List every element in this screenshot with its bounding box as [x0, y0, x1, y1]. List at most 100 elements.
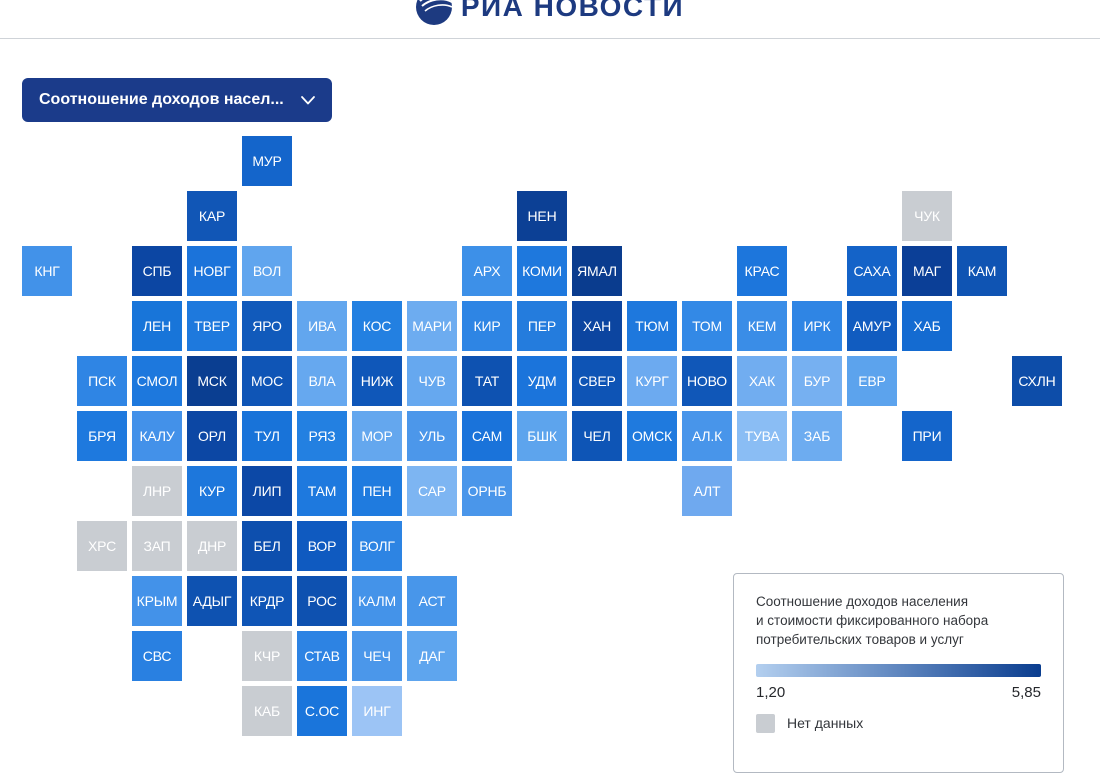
region-tile-АЛТ[interactable]: АЛТ	[682, 466, 732, 516]
region-tile-КЧР[interactable]: КЧР	[242, 631, 292, 681]
region-tile-БРЯ[interactable]: БРЯ	[77, 411, 127, 461]
region-tile-ЛЕН[interactable]: ЛЕН	[132, 301, 182, 351]
region-tile-НИЖ[interactable]: НИЖ	[352, 356, 402, 406]
chevron-down-icon	[301, 96, 315, 105]
region-tile-ВОЛ[interactable]: ВОЛ	[242, 246, 292, 296]
region-tile-АМУР[interactable]: АМУР	[847, 301, 897, 351]
legend-max-value: 5,85	[1011, 683, 1041, 701]
legend-title: Соотношение доходов населения и стоимост…	[756, 593, 1041, 650]
region-tile-ЛИП[interactable]: ЛИП	[242, 466, 292, 516]
region-tile-ПЕН[interactable]: ПЕН	[352, 466, 402, 516]
region-tile-КНГ[interactable]: КНГ	[22, 246, 72, 296]
region-tile-ЧУВ[interactable]: ЧУВ	[407, 356, 457, 406]
region-tile-НОВО[interactable]: НОВО	[682, 356, 732, 406]
region-tile-ХАБ[interactable]: ХАБ	[902, 301, 952, 351]
region-tile-КАБ[interactable]: КАБ	[242, 686, 292, 736]
region-tile-ТОМ[interactable]: ТОМ	[682, 301, 732, 351]
region-tile-ХАН[interactable]: ХАН	[572, 301, 622, 351]
region-tile-ЛНР[interactable]: ЛНР	[132, 466, 182, 516]
region-tile-КЕМ[interactable]: КЕМ	[737, 301, 787, 351]
legend-title-line1: Соотношение доходов населения	[756, 594, 969, 609]
region-tile-ПСК[interactable]: ПСК	[77, 356, 127, 406]
region-tile-ТАМ[interactable]: ТАМ	[297, 466, 347, 516]
region-tile-ЧЕЧ[interactable]: ЧЕЧ	[352, 631, 402, 681]
region-tile-ВОР[interactable]: ВОР	[297, 521, 347, 571]
region-tile-КУРГ[interactable]: КУРГ	[627, 356, 677, 406]
region-tile-МСК[interactable]: МСК	[187, 356, 237, 406]
region-tile-ПЕР[interactable]: ПЕР	[517, 301, 567, 351]
logo-text: РИА НОВОСТИ	[460, 0, 685, 22]
region-tile-КРЫМ[interactable]: КРЫМ	[132, 576, 182, 626]
region-tile-СВЕР[interactable]: СВЕР	[572, 356, 622, 406]
region-tile-АРХ[interactable]: АРХ	[462, 246, 512, 296]
region-tile-НЕН[interactable]: НЕН	[517, 191, 567, 241]
region-tile-КАР[interactable]: КАР	[187, 191, 237, 241]
region-tile-КИР[interactable]: КИР	[462, 301, 512, 351]
region-tile-ЗАП[interactable]: ЗАП	[132, 521, 182, 571]
region-tile-БУР[interactable]: БУР	[792, 356, 842, 406]
region-tile-ХРС[interactable]: ХРС	[77, 521, 127, 571]
region-tile-С.ОС[interactable]: С.ОС	[297, 686, 347, 736]
region-tile-БЕЛ[interactable]: БЕЛ	[242, 521, 292, 571]
region-tile-ТУЛ[interactable]: ТУЛ	[242, 411, 292, 461]
region-tile-МАГ[interactable]: МАГ	[902, 246, 952, 296]
region-tile-РЯЗ[interactable]: РЯЗ	[297, 411, 347, 461]
region-tile-СХЛН[interactable]: СХЛН	[1012, 356, 1062, 406]
metric-dropdown[interactable]: Соотношение доходов насел...	[22, 78, 332, 122]
region-tile-САХА[interactable]: САХА	[847, 246, 897, 296]
region-tile-КУР[interactable]: КУР	[187, 466, 237, 516]
region-tile-ЗАБ[interactable]: ЗАБ	[792, 411, 842, 461]
region-tile-ОРЛ[interactable]: ОРЛ	[187, 411, 237, 461]
region-tile-ВОЛГ[interactable]: ВОЛГ	[352, 521, 402, 571]
region-tile-ЯМАЛ[interactable]: ЯМАЛ	[572, 246, 622, 296]
region-tile-ЯРО[interactable]: ЯРО	[242, 301, 292, 351]
region-tile-ДАГ[interactable]: ДАГ	[407, 631, 457, 681]
no-data-label: Нет данных	[787, 715, 864, 732]
region-tile-УЛЬ[interactable]: УЛЬ	[407, 411, 457, 461]
region-tile-БШК[interactable]: БШК	[517, 411, 567, 461]
region-tile-КОС[interactable]: КОС	[352, 301, 402, 351]
region-tile-РОС[interactable]: РОС	[297, 576, 347, 626]
header: РИА НОВОСТИ	[0, 0, 1100, 39]
region-tile-ХАК[interactable]: ХАК	[737, 356, 787, 406]
region-tile-ДНР[interactable]: ДНР	[187, 521, 237, 571]
region-tile-МУР[interactable]: МУР	[242, 136, 292, 186]
region-tile-ТУВА[interactable]: ТУВА	[737, 411, 787, 461]
region-tile-СПБ[interactable]: СПБ	[132, 246, 182, 296]
region-tile-ТЮМ[interactable]: ТЮМ	[627, 301, 677, 351]
region-tile-АЛ.К[interactable]: АЛ.К	[682, 411, 732, 461]
region-tile-МОС[interactable]: МОС	[242, 356, 292, 406]
region-tile-КАМ[interactable]: КАМ	[957, 246, 1007, 296]
region-tile-ТВЕР[interactable]: ТВЕР	[187, 301, 237, 351]
region-tile-ВЛА[interactable]: ВЛА	[297, 356, 347, 406]
region-tile-ИВА[interactable]: ИВА	[297, 301, 347, 351]
region-tile-МОР[interactable]: МОР	[352, 411, 402, 461]
region-tile-АСТ[interactable]: АСТ	[407, 576, 457, 626]
region-tile-УДМ[interactable]: УДМ	[517, 356, 567, 406]
region-tile-ТАТ[interactable]: ТАТ	[462, 356, 512, 406]
region-tile-ЕВР[interactable]: ЕВР	[847, 356, 897, 406]
region-tile-СВС[interactable]: СВС	[132, 631, 182, 681]
legend-min-value: 1,20	[756, 683, 786, 701]
region-tile-САМ[interactable]: САМ	[462, 411, 512, 461]
region-tile-МАРИ[interactable]: МАРИ	[407, 301, 457, 351]
region-tile-КРДР[interactable]: КРДР	[242, 576, 292, 626]
region-tile-АДЫГ[interactable]: АДЫГ	[187, 576, 237, 626]
region-tile-ЧЕЛ[interactable]: ЧЕЛ	[572, 411, 622, 461]
region-tile-ЧУК[interactable]: ЧУК	[902, 191, 952, 241]
region-tile-КРАС[interactable]: КРАС	[737, 246, 787, 296]
region-tile-СТАВ[interactable]: СТАВ	[297, 631, 347, 681]
region-tile-СМОЛ[interactable]: СМОЛ	[132, 356, 182, 406]
region-tile-КАЛМ[interactable]: КАЛМ	[352, 576, 402, 626]
region-tile-ОРНБ[interactable]: ОРНБ	[462, 466, 512, 516]
region-tile-КАЛУ[interactable]: КАЛУ	[132, 411, 182, 461]
region-tile-КОМИ[interactable]: КОМИ	[517, 246, 567, 296]
region-tile-ОМСК[interactable]: ОМСК	[627, 411, 677, 461]
legend-no-data-row: Нет данных	[756, 713, 1041, 733]
region-tile-НОВГ[interactable]: НОВГ	[187, 246, 237, 296]
region-tile-ИРК[interactable]: ИРК	[792, 301, 842, 351]
region-tile-САР[interactable]: САР	[407, 466, 457, 516]
region-tile-ПРИ[interactable]: ПРИ	[902, 411, 952, 461]
region-tile-ИНГ[interactable]: ИНГ	[352, 686, 402, 736]
legend-title-line3: потребительских товаров и услуг	[756, 631, 964, 647]
